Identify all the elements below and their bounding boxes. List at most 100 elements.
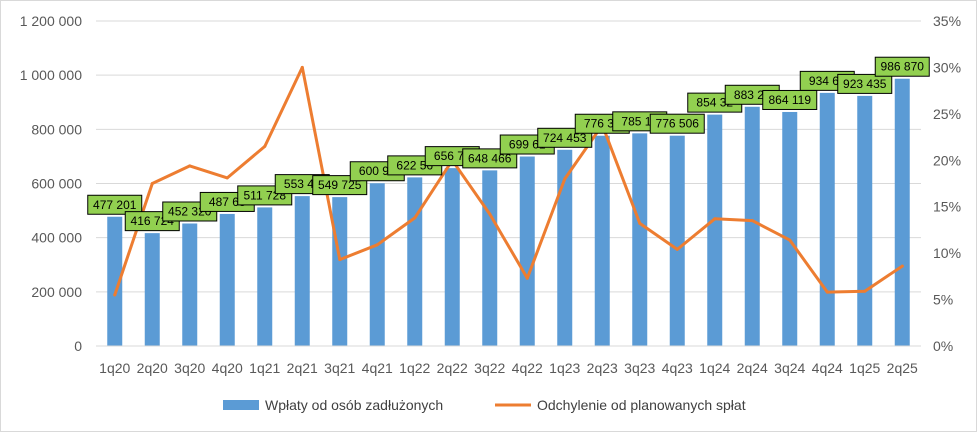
data-label-text: 776 32 — [584, 117, 621, 131]
data-label: 549 725 — [312, 175, 368, 196]
y-left-tick-label: 200 000 — [31, 284, 82, 300]
bar — [782, 111, 798, 346]
data-label: 477 201 — [87, 194, 143, 215]
line-point — [900, 264, 904, 268]
axes: 0 200 000 400 000 600 000 800 000 1 000 000 1 … — [20, 13, 961, 376]
data-label: 776 506 — [649, 113, 705, 134]
y-left-tick-label: 1 000 000 — [20, 67, 82, 83]
line-point — [150, 182, 154, 185]
data-label: 923 435 — [837, 73, 893, 94]
data-label-box — [649, 113, 705, 134]
line-point — [675, 247, 679, 251]
x-tick-label: 1q22 — [399, 360, 430, 376]
x-tick-label: 1q21 — [249, 360, 280, 376]
bar — [219, 213, 235, 346]
x-tick-label: 4q21 — [362, 360, 393, 376]
line-point — [713, 217, 717, 221]
line-point — [225, 176, 229, 180]
data-label-text: 864 119 — [769, 93, 812, 107]
y-right-tick-label: 10% — [933, 245, 961, 261]
bar — [632, 133, 648, 346]
bar — [482, 170, 498, 346]
data-label-text: 600 95 — [359, 164, 396, 178]
bar — [857, 95, 873, 347]
x-tick-label: 3q22 — [474, 360, 505, 376]
line-point — [338, 258, 342, 262]
data-label-text: 699 61 — [509, 138, 546, 152]
x-tick-label: 2q20 — [137, 360, 168, 376]
data-label-text: 854 32 — [696, 96, 733, 110]
data-label-text: 648 466 — [468, 151, 512, 165]
bar — [744, 106, 760, 347]
x-tick-label: 2q24 — [737, 360, 768, 376]
data-label-text: 986 870 — [881, 60, 925, 74]
bar — [669, 135, 685, 346]
line-point — [525, 276, 529, 280]
line-point — [375, 243, 379, 247]
data-label-text: 477 201 — [93, 198, 137, 212]
bar — [182, 223, 198, 346]
legend: Wpłaty od osób zadłużonych Odchylenie od … — [223, 397, 746, 413]
bar — [707, 114, 723, 346]
x-tick-label: 4q20 — [212, 360, 243, 376]
line-point — [300, 65, 304, 69]
x-tick-label: 1q24 — [699, 360, 730, 376]
bar — [557, 149, 573, 346]
legend-label-bar: Wpłaty od osób zadłużonych — [265, 397, 443, 413]
x-tick-label: 4q24 — [812, 360, 843, 376]
line-point — [563, 177, 567, 181]
line-point — [188, 164, 192, 168]
y-right-tick-label: 20% — [933, 152, 961, 168]
y-right-tick-label: 25% — [933, 106, 961, 122]
data-label-box — [762, 89, 818, 110]
line-point — [488, 212, 492, 216]
line-point — [863, 289, 867, 293]
x-tick-label: 2q25 — [887, 360, 918, 376]
data-label-text: 549 725 — [318, 178, 362, 192]
data-label-text: 934 64 — [809, 74, 846, 88]
x-tick-label: 2q23 — [587, 360, 618, 376]
bar — [894, 78, 910, 346]
x-tick-label: 3q21 — [324, 360, 355, 376]
data-label-text: 776 506 — [656, 117, 700, 131]
y-left-tick-label: 800 000 — [31, 121, 82, 137]
y-right-tick-label: 30% — [933, 59, 961, 75]
x-tick-label: 3q20 — [174, 360, 205, 376]
data-label-text: 553 40 — [284, 177, 321, 191]
bar — [369, 183, 385, 346]
line-point — [788, 238, 792, 242]
y-right-tick-label: 0% — [933, 338, 953, 354]
line-point — [750, 219, 754, 223]
data-label-box — [837, 73, 893, 94]
data-label-text: 487 63 — [209, 195, 246, 209]
bar — [144, 233, 160, 346]
data-label: 986 870 — [874, 56, 930, 77]
x-tick-label: 4q22 — [512, 360, 543, 376]
bar — [257, 207, 273, 346]
bar — [332, 197, 348, 346]
x-tick-label: 1q25 — [849, 360, 880, 376]
line-point — [638, 221, 642, 225]
data-label-box — [87, 194, 143, 215]
data-label-box — [874, 56, 930, 77]
bar — [444, 168, 460, 346]
line-series — [113, 65, 904, 297]
legend-swatch-bar — [223, 400, 259, 410]
y-right-tick-label: 15% — [933, 199, 961, 215]
legend-label-line: Odchylenie od planowanych spłat — [537, 397, 746, 413]
bar — [407, 177, 423, 346]
data-label-text: 883 27 — [734, 88, 771, 102]
y-left-tick-label: 400 000 — [31, 230, 82, 246]
x-tick-label: 2q22 — [437, 360, 468, 376]
y-right-tick-label: 35% — [933, 13, 961, 29]
line-point — [825, 290, 829, 294]
line-path — [113, 65, 904, 297]
data-label: 864 119 — [762, 89, 818, 110]
y-left-tick-label: 600 000 — [31, 176, 82, 192]
bar — [819, 92, 835, 346]
x-tick-label: 3q23 — [624, 360, 655, 376]
bar — [294, 196, 310, 346]
